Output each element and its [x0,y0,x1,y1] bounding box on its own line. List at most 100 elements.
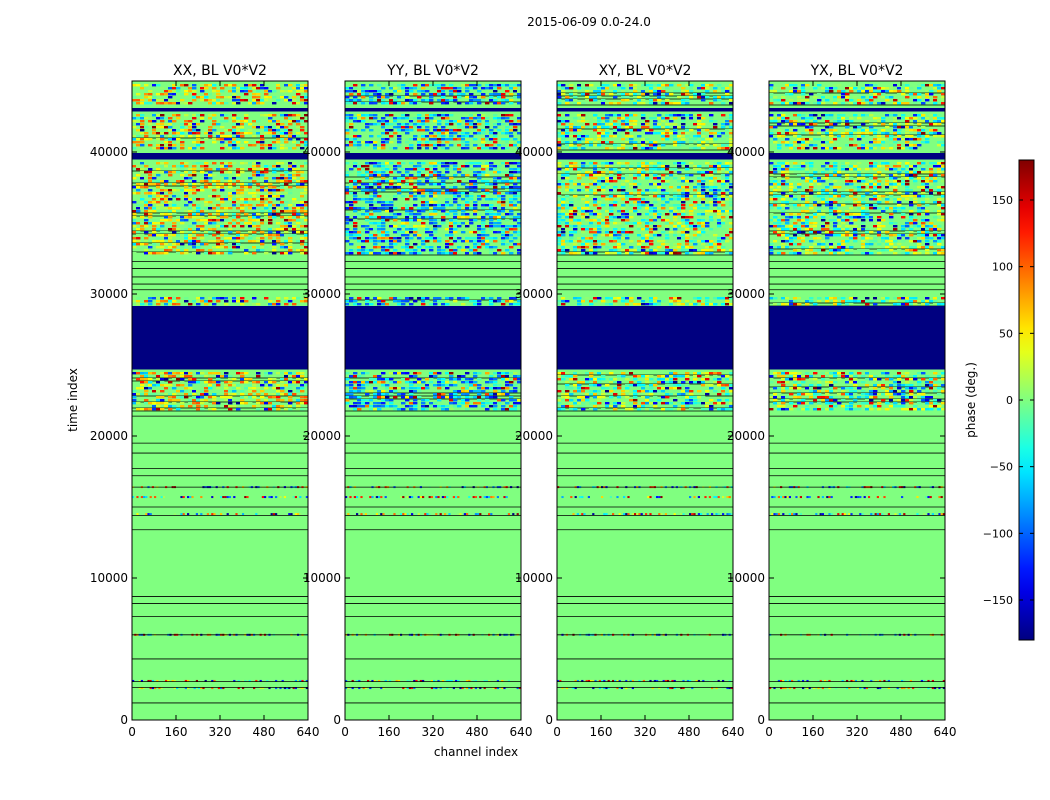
noise-cell [701,132,706,135]
noise-cell [401,168,406,171]
noise-cell [377,303,382,306]
noise-cell [445,213,450,216]
noise-cell [176,375,181,378]
noise-cell [397,303,402,306]
noise-cell [196,210,201,213]
noise-cell [453,90,458,93]
sparse-noise-cell [433,679,436,682]
noise-cell [300,87,305,90]
noise-cell [557,147,562,150]
noise-cell [284,129,289,132]
noise-cell [513,204,518,207]
noise-cell [645,84,650,87]
noise-cell [501,375,506,378]
noise-cell [345,96,350,99]
noise-cell [493,192,498,195]
noise-cell [236,192,241,195]
noise-cell [140,102,145,105]
noise-cell [605,87,610,90]
noise-cell [252,231,257,234]
noise-cell [212,195,217,198]
noise-cell [164,198,169,201]
noise-cell [164,402,169,405]
sparse-noise-cell [483,679,486,682]
noise-cell [509,252,514,255]
noise-cell [461,384,466,387]
noise-cell [345,102,350,105]
noise-cell [244,90,249,93]
flagged-row [345,351,521,355]
noise-cell [425,192,430,195]
noise-cell [421,144,426,147]
noise-cell [465,381,470,384]
x-tick-label: 480 [466,725,489,739]
sparse-noise-cell [213,496,216,499]
noise-cell [617,126,622,129]
noise-cell [216,231,221,234]
noise-cell [248,123,253,126]
noise-cell [152,114,157,117]
noise-cell [497,213,502,216]
noise-cell [200,123,205,126]
noise-cell [385,84,390,87]
sparse-noise-cell [288,513,291,516]
noise-cell [240,297,245,300]
noise-cell [200,216,205,219]
noise-cell [252,195,257,198]
noise-cell [469,192,474,195]
noise-cell [477,198,482,201]
noise-cell [144,378,149,381]
noise-cell [365,402,370,405]
noise-cell [441,207,446,210]
noise-cell [689,144,694,147]
noise-cell [673,102,678,105]
noise-cell [196,252,201,255]
noise-cell [577,120,582,123]
noise-cell [493,246,498,249]
noise-cell [385,405,390,408]
noise-cell [292,99,297,102]
noise-cell [268,405,273,408]
noise-cell [385,303,390,306]
noise-cell [497,372,502,375]
noise-cell [264,246,269,249]
noise-cell [357,168,362,171]
noise-cell [445,387,450,390]
noise-cell [517,93,522,96]
noise-cell [613,132,618,135]
noise-cell [425,297,430,300]
noise-cell [304,210,309,213]
noise-cell [280,84,285,87]
noise-cell [485,213,490,216]
noise-cell [168,207,173,210]
noise-cell [429,384,434,387]
noise-cell [445,240,450,243]
noise-cell [304,378,309,381]
noise-cell [449,234,454,237]
noise-cell [397,213,402,216]
noise-cell [437,171,442,174]
noise-cell [236,135,241,138]
noise-cell [236,117,241,120]
noise-cell [509,204,514,207]
noise-cell [417,141,422,144]
noise-cell [577,84,582,87]
noise-cell [685,129,690,132]
noise-cell [437,249,442,252]
noise-cell [697,141,702,144]
noise-cell [216,252,221,255]
sparse-noise-cell [138,496,141,499]
noise-cell [377,252,382,255]
noise-cell [469,126,474,129]
noise-cell [497,375,502,378]
noise-cell [369,96,374,99]
noise-cell [641,147,646,150]
noise-cell [224,297,229,300]
noise-cell [445,234,450,237]
noise-cell [276,120,281,123]
noise-cell [473,231,478,234]
noise-cell [296,117,301,120]
noise-cell [248,201,253,204]
noise-cell [176,372,181,375]
noise-cell [184,102,189,105]
